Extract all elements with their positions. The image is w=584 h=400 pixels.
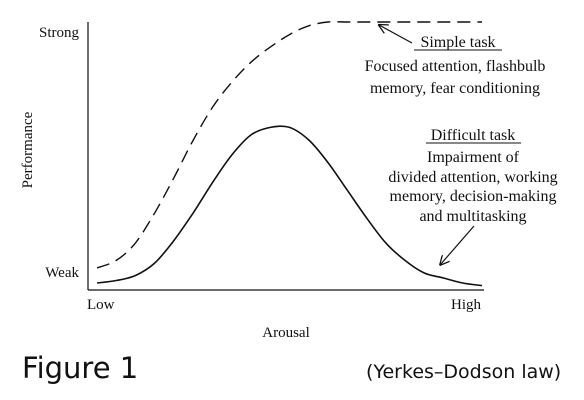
y-tick-label-strong: Strong — [39, 25, 80, 41]
x-tick-label-high: High — [451, 297, 482, 313]
difficult-task-description-line: Impairment of — [427, 149, 520, 166]
x-axis-title: Arousal — [262, 325, 310, 341]
difficult-task-description-line: memory, decision-making — [390, 188, 557, 205]
y-axis-title: Performance — [20, 111, 36, 188]
simple-task-title: Simple task — [420, 34, 495, 51]
simple-task-description-line: memory, fear conditioning — [370, 80, 540, 97]
difficult-task-curve — [96, 125, 483, 287]
difficult-task-annotation: Difficult task Impairment of divided att… — [388, 127, 558, 266]
simple-task-description-line: Focused attention, flashbulb — [365, 58, 546, 75]
difficult-task-description-line: and multitasking — [419, 208, 526, 225]
y-tick-label-weak: Weak — [45, 265, 79, 281]
x-tick-label-low: Low — [87, 297, 115, 313]
figure-note: (Yerkes–Dodson law) — [366, 361, 562, 383]
difficult-task-description-line: divided attention, working — [388, 169, 557, 186]
simple-task-curve — [96, 21, 482, 269]
difficult-task-arrow — [440, 225, 475, 266]
simple-task-annotation: Simple task Focused attention, flashbulb… — [365, 25, 546, 97]
simple-task-arrow — [378, 25, 413, 44]
difficult-task-title: Difficult task — [431, 127, 516, 144]
figure-label: Figure 1 — [22, 351, 139, 385]
